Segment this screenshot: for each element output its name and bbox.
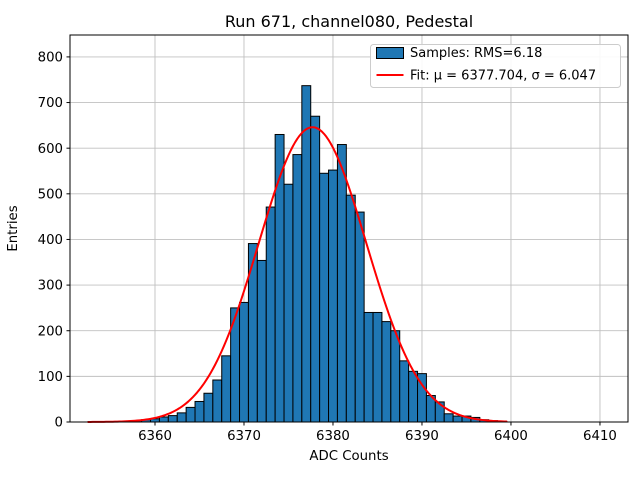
- chart-title: Run 671, channel080, Pedestal: [225, 12, 473, 31]
- y-tick-label: 100: [38, 370, 63, 385]
- histogram-bar: [257, 260, 266, 422]
- histogram-bar: [266, 207, 275, 422]
- histogram-bar: [346, 195, 355, 422]
- x-tick-label: 6360: [138, 429, 172, 444]
- histogram-bar: [177, 413, 186, 422]
- y-tick-label: 800: [38, 51, 63, 66]
- y-tick-label: 500: [38, 187, 63, 202]
- histogram-bar: [364, 312, 373, 422]
- y-tick-label: 200: [38, 324, 63, 339]
- y-tick-label: 0: [55, 416, 63, 431]
- histogram-bar: [373, 312, 382, 422]
- histogram-bar: [213, 380, 222, 422]
- histogram-bar: [409, 371, 418, 422]
- histogram-bar: [337, 145, 346, 422]
- x-axis-label: ADC Counts: [309, 449, 388, 464]
- y-tick-label: 400: [38, 233, 63, 248]
- x-tick-label: 6380: [316, 429, 350, 444]
- histogram-bar: [320, 173, 329, 422]
- x-tick-label: 6400: [494, 429, 528, 444]
- legend: Samples: RMS=6.18 Fit: μ = 6377.704, σ =…: [371, 45, 621, 88]
- histogram-bar: [444, 414, 453, 422]
- histogram-bar: [391, 331, 400, 422]
- histogram-bar: [240, 302, 249, 422]
- y-tick-label: 700: [38, 96, 63, 111]
- histogram-bar: [168, 416, 177, 422]
- x-tick-label: 6370: [227, 429, 261, 444]
- histogram-bar: [311, 116, 320, 422]
- histogram-bar: [186, 407, 195, 422]
- histogram-bar: [400, 361, 409, 422]
- histogram-bar: [355, 212, 364, 422]
- histogram-bar: [293, 155, 302, 422]
- y-tick-label: 600: [38, 142, 63, 157]
- histogram-bar: [204, 393, 213, 422]
- y-tick-label: 300: [38, 279, 63, 294]
- histogram-bar: [222, 356, 231, 422]
- histogram-bar: [453, 416, 462, 422]
- legend-samples-label: Samples: RMS=6.18: [410, 46, 542, 61]
- histogram-bar: [302, 86, 311, 422]
- legend-samples-swatch: [377, 48, 404, 59]
- x-tick-label: 6390: [405, 429, 439, 444]
- histogram-bar: [329, 170, 338, 422]
- histogram-bar: [195, 401, 204, 422]
- legend-fit-label: Fit: μ = 6377.704, σ = 6.047: [410, 69, 596, 84]
- x-tick-label: 6410: [583, 429, 617, 444]
- histogram-bar: [382, 322, 391, 422]
- y-axis-label: Entries: [6, 205, 21, 251]
- histogram-bar: [159, 417, 168, 422]
- histogram-bar: [284, 184, 293, 422]
